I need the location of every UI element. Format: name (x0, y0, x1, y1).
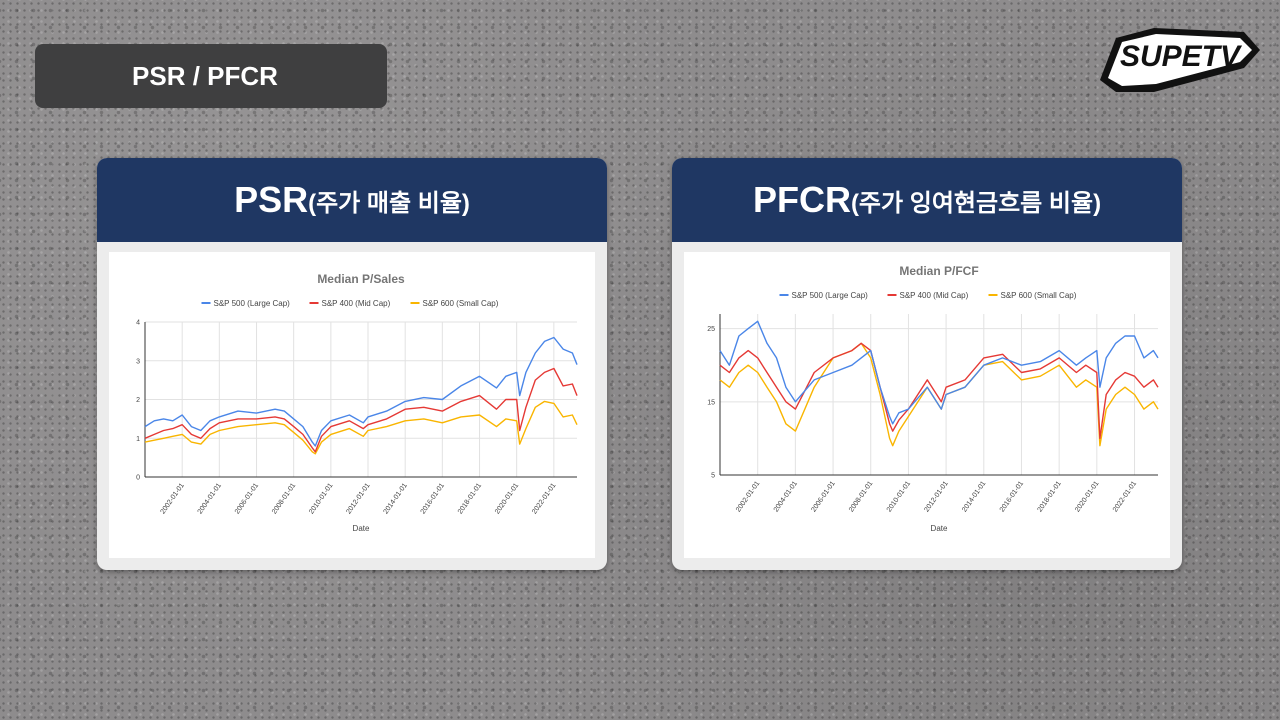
pfcr-panel-header: PFCR (주가 잉여현금흐름 비율) (672, 158, 1182, 242)
psr-xtick-label: 2020-01-01 (494, 482, 520, 515)
psr-xtick-label: 2012-01-01 (345, 482, 371, 515)
pfcr-series-line-sp400 (719, 342, 1159, 440)
pfcr-xtick-label: 2022-01-01 (1112, 480, 1138, 513)
logo-text: SUPETV (1120, 40, 1243, 73)
psr-xtick-label: 2022-01-01 (531, 482, 557, 515)
pfcr-xaxis-label: Date (931, 524, 948, 533)
psr-panel: PSR (주가 매출 비율) Median P/Sales S&P 500 (Lar… (97, 158, 607, 570)
pfcr-chart-area: Median P/FCF S&P 500 (Large Cap) S&P 400 (… (684, 252, 1170, 558)
psr-series-line-sp600 (144, 400, 578, 455)
pfcr-xtick-label: 2018-01-01 (1037, 480, 1063, 513)
pfcr-xtick-label: 2020-01-01 (1074, 480, 1100, 513)
pfcr-chart: Median P/FCF S&P 500 (Large Cap) S&P 400 (… (707, 264, 1159, 533)
pfcr-xtick-label: 2012-01-01 (923, 480, 949, 513)
slide-title-text: PSR / PFCR (132, 60, 278, 91)
pfcr-xtick-label: 2002-01-01 (735, 480, 761, 513)
pfcr-legend-sp500: S&P 500 (Large Cap) (792, 291, 869, 300)
psr-ytick-label: 1 (136, 436, 140, 443)
psr-legend-sp400: S&P 400 (Mid Cap) (322, 299, 391, 308)
psr-ytick-label: 0 (136, 475, 140, 482)
psr-xtick-label: 2002-01-01 (160, 482, 186, 515)
pfcr-series-line-sp600 (719, 342, 1159, 447)
psr-xtick-label: 2014-01-01 (383, 482, 409, 515)
pfcr-xtick-label: 2006-01-01 (810, 480, 836, 513)
psr-header-main: PSR (234, 179, 309, 220)
pfcr-ytick-label: 25 (707, 326, 715, 333)
psr-chart-area: Median P/Sales S&P 500 (Large Cap) S&P 400… (109, 252, 595, 558)
supetv-logo-icon: SUPETV (1100, 28, 1260, 92)
pfcr-legend-sp600: S&P 600 (Small Cap) (1001, 291, 1077, 300)
pfcr-ytick-label: 5 (711, 473, 715, 480)
psr-xtick-label: 2006-01-01 (234, 482, 260, 515)
pfcr-ytick-label: 15 (707, 399, 715, 406)
psr-xtick-label: 2016-01-01 (420, 482, 446, 515)
psr-ytick-label: 3 (136, 358, 140, 365)
slide-title: PSR / PFCR (35, 44, 387, 108)
psr-panel-header: PSR (주가 매출 비율) (97, 158, 607, 242)
psr-xtick-label: 2010-01-01 (308, 482, 334, 515)
pfcr-panel: PFCR (주가 잉여현금흐름 비율) Median P/FCF S&P 500 (… (672, 158, 1182, 570)
psr-xtick-label: 2008-01-01 (271, 482, 297, 515)
pfcr-header-sub: (주가 잉여현금흐름 비율) (850, 189, 1102, 217)
pfcr-header-main: PFCR (752, 179, 851, 220)
pfcr-xtick-label: 2010-01-01 (886, 480, 912, 513)
pfcr-xtick-label: 2016-01-01 (999, 480, 1025, 513)
psr-xtick-label: 2018-01-01 (457, 482, 483, 515)
psr-xtick-label: 2004-01-01 (197, 482, 223, 515)
psr-legend-sp600: S&P 600 (Small Cap) (423, 299, 499, 308)
psr-chart: Median P/Sales S&P 500 (Large Cap) S&P 400… (136, 272, 578, 533)
pfcr-xtick-label: 2008-01-01 (848, 480, 874, 513)
pfcr-chart-title: Median P/FCF (899, 264, 978, 278)
psr-xaxis-label: Date (353, 524, 370, 533)
psr-ytick-label: 4 (136, 320, 140, 327)
psr-chart-title: Median P/Sales (317, 272, 405, 286)
pfcr-xtick-label: 2004-01-01 (773, 480, 799, 513)
psr-header-sub: (주가 매출 비율) (308, 189, 470, 217)
pfcr-xtick-label: 2014-01-01 (961, 480, 987, 513)
psr-ytick-label: 2 (136, 397, 140, 404)
psr-series-line-sp400 (144, 367, 578, 453)
pfcr-legend-sp400: S&P 400 (Mid Cap) (900, 291, 969, 300)
psr-legend-sp500: S&P 500 (Large Cap) (214, 299, 291, 308)
psr-series-line-sp500 (144, 336, 578, 447)
pfcr-series-line-sp500 (719, 320, 1159, 425)
